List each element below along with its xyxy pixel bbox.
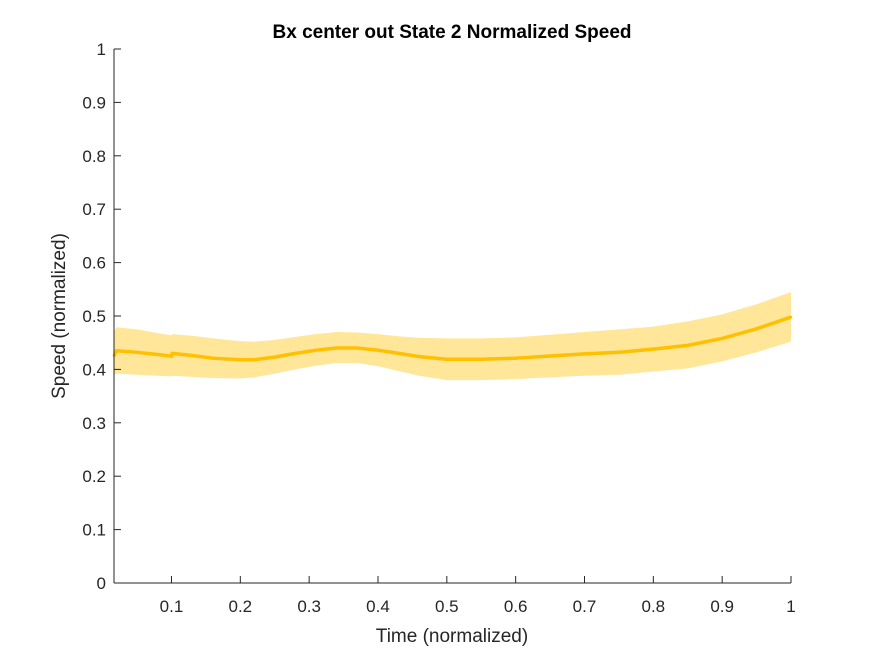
data-point [376,348,380,352]
data-point [514,356,517,360]
data-point [314,348,318,352]
data-point [755,327,758,331]
y-tick-label: 0.2 [82,467,106,486]
y-tick-label: 0.1 [82,521,106,540]
data-point [617,351,621,354]
y-axis-label: Speed (normalized) [49,233,70,399]
y-tick-label: 1 [97,40,106,59]
data-point [211,356,214,360]
data-point [190,354,194,357]
data-point [418,355,421,358]
x-tick-label: 0.1 [160,597,184,616]
x-tick-label: 0.2 [228,597,252,616]
data-point [170,355,173,358]
data-point [170,352,174,355]
x-axis-label: Time (normalized) [376,626,528,647]
data-point [273,355,276,359]
data-point [115,349,118,352]
y-tick-label: 0.5 [82,307,106,326]
x-tick-label: 0.4 [366,597,390,616]
y-tick-label: 0.7 [82,200,106,219]
y-tick-label: 0.3 [82,414,106,433]
y-tick-label: 0.8 [82,147,106,166]
x-tick-label: 0.8 [642,597,666,616]
data-point [686,344,689,347]
data-point [480,358,483,361]
data-point [294,352,297,355]
x-tick-label: 0.5 [435,597,459,616]
x-tick-label: 0.6 [504,597,528,616]
data-point [335,346,338,350]
data-point [239,358,242,361]
y-tick-label: 0.9 [82,93,106,112]
x-tick-label: 0.7 [573,597,597,616]
data-point [652,347,655,351]
axes: 0.1 0.2 0.3 0.4 0.5 0.6 0.7 0.8 0.9 1 0 0.1 0.2 0.3 0.… [82,40,795,616]
y-tick-label: 0.6 [82,254,106,273]
data-point [252,358,256,361]
y-tick-label: 0.4 [82,360,106,379]
plot-area [112,291,793,381]
y-tick-label: 0 [97,574,106,593]
data-point [720,337,724,340]
data-point [397,352,400,355]
confidence-band [114,291,791,381]
x-tick-label: 1 [786,597,795,616]
x-tick-label: 0.9 [710,597,734,616]
data-point [135,351,139,354]
data-point [789,315,793,319]
x-tick-label: 0.3 [297,597,321,616]
data-point [356,346,359,350]
chart-title: Bx center out State 2 Normalized Speed [273,22,632,43]
data-point [156,353,159,356]
data-point [548,354,552,358]
data-point [583,352,586,356]
data-point [445,358,449,361]
